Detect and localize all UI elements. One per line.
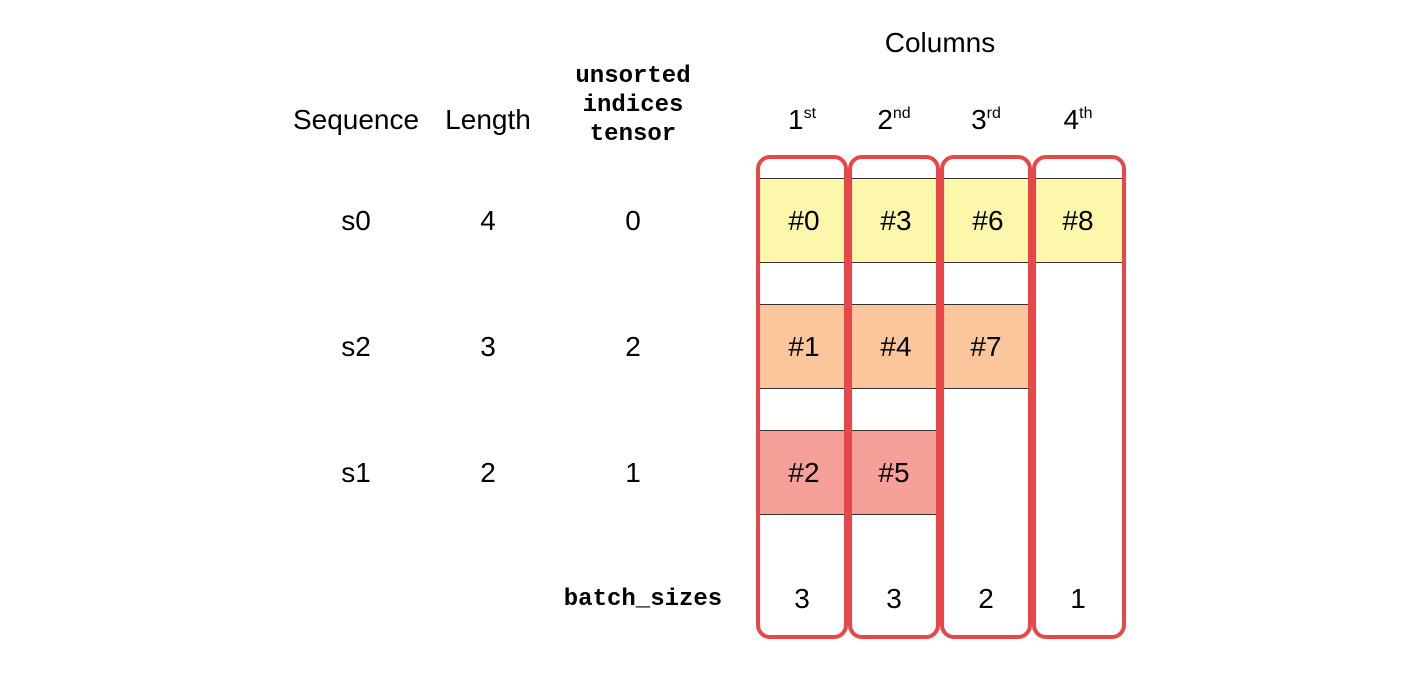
column-label-3-suffix: rd	[986, 105, 1001, 122]
column-label-2-suffix: nd	[892, 105, 911, 122]
header-sequence: Sequence	[292, 104, 420, 135]
column-label-1: 1st	[788, 106, 816, 134]
header-unsorted-line-3: tensor	[589, 121, 677, 148]
row-sequence-s0: s0	[341, 205, 371, 236]
column-label-2-num: 2	[877, 104, 893, 135]
batch-size-3: 2	[978, 583, 994, 614]
packed-cell: #3	[850, 178, 942, 263]
batch-size-2: 3	[886, 583, 902, 614]
column-label-1-suffix: st	[803, 105, 817, 122]
column-outline-2	[848, 155, 940, 639]
packed-cell: #0	[758, 178, 850, 263]
row-sequence-s2: s2	[341, 331, 371, 362]
columns-title: Columns	[884, 27, 996, 58]
column-outline-1	[756, 155, 848, 639]
column-label-4: 4th	[1064, 106, 1093, 134]
column-label-2: 2nd	[877, 106, 910, 134]
row-length-s2: 3	[480, 331, 496, 362]
packed-cell: #8	[1034, 178, 1122, 263]
header-length: Length	[445, 104, 531, 135]
batch-sizes-label: batch_sizes	[563, 586, 723, 613]
row-sequence-s1: s1	[341, 457, 371, 488]
row-length-s0: 4	[480, 205, 496, 236]
packed-cell: #5	[850, 430, 938, 515]
packed-cell: #2	[758, 430, 850, 515]
packed-cell: #4	[850, 304, 942, 389]
column-outline-3	[940, 155, 1032, 639]
header-unsorted-indices-tensor: unsorted indices tensor	[575, 62, 690, 149]
column-label-4-num: 4	[1063, 104, 1080, 135]
row-length-s1: 2	[480, 457, 496, 488]
batch-size-4: 1	[1070, 583, 1086, 614]
column-outline-4	[1032, 155, 1126, 639]
packed-cell: #6	[942, 178, 1034, 263]
header-unsorted-line-2: indices	[582, 92, 684, 119]
packed-cell: #7	[942, 304, 1030, 389]
packed-cell: #1	[758, 304, 850, 389]
column-label-3: 3rd	[971, 106, 1001, 134]
row-index-s2: 2	[625, 331, 641, 362]
header-unsorted-line-1: unsorted	[575, 63, 691, 90]
row-index-s1: 1	[625, 457, 641, 488]
column-label-4-suffix: th	[1079, 105, 1093, 122]
batch-size-1: 3	[794, 583, 810, 614]
column-label-3-num: 3	[971, 104, 987, 135]
row-index-s0: 0	[625, 205, 641, 236]
column-label-1-num: 1	[787, 104, 804, 135]
